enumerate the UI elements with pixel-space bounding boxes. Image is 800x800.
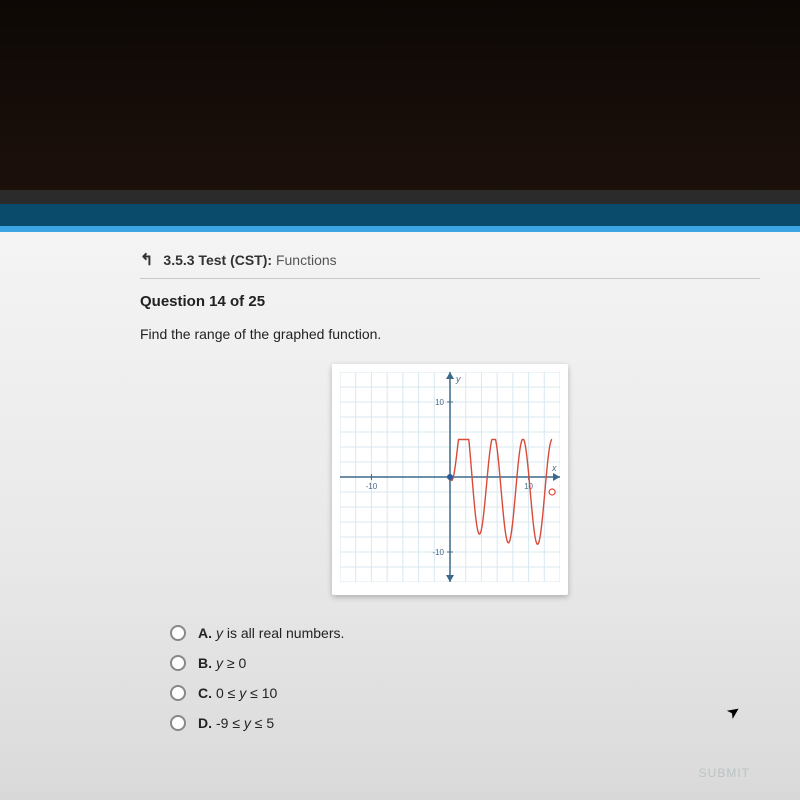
option-a[interactable]: A.y is all real numbers. — [170, 625, 760, 641]
option-text: C.0 ≤ y ≤ 10 — [198, 685, 277, 701]
option-text: A.y is all real numbers. — [198, 625, 344, 641]
svg-text:10: 10 — [435, 398, 444, 407]
svg-text:x: x — [551, 463, 557, 473]
svg-text:-10: -10 — [432, 548, 444, 557]
quiz-content: ↰ 3.5.3 Test (CST): Functions Question 1… — [0, 232, 800, 792]
answer-options: A.y is all real numbers. B.y ≥ 0 C.0 ≤ y ≤… — [170, 625, 760, 731]
option-b[interactable]: B.y ≥ 0 — [170, 655, 760, 671]
photo-background: ↰ 3.5.3 Test (CST): Functions Question 1… — [0, 0, 800, 800]
option-c[interactable]: C.0 ≤ y ≤ 10 — [170, 685, 760, 701]
back-icon[interactable]: ↰ — [140, 250, 153, 270]
option-d[interactable]: D.-9 ≤ y ≤ 5 — [170, 715, 760, 731]
svg-text:y: y — [455, 374, 461, 384]
radio-icon[interactable] — [170, 685, 186, 701]
breadcrumb-section: 3.5.3 Test (CST): Functions — [163, 252, 336, 268]
question-number: Question 14 of 25 — [140, 293, 760, 310]
option-text: D.-9 ≤ y ≤ 5 — [198, 715, 274, 731]
radio-icon[interactable] — [170, 655, 186, 671]
question-prompt: Find the range of the graphed function. — [140, 326, 760, 342]
radio-icon[interactable] — [170, 625, 186, 641]
svg-text:-10: -10 — [366, 482, 378, 491]
chart-container: -101010-10yx — [140, 364, 760, 595]
graph-panel: -101010-10yx — [332, 364, 568, 595]
breadcrumb: ↰ 3.5.3 Test (CST): Functions — [140, 244, 760, 279]
submit-button[interactable]: SUBMIT — [699, 766, 750, 780]
function-graph: -101010-10yx — [340, 372, 560, 582]
option-text: B.y ≥ 0 — [198, 655, 246, 671]
radio-icon[interactable] — [170, 715, 186, 731]
window-titlebar — [0, 204, 800, 232]
laptop-screen: ↰ 3.5.3 Test (CST): Functions Question 1… — [0, 190, 800, 800]
